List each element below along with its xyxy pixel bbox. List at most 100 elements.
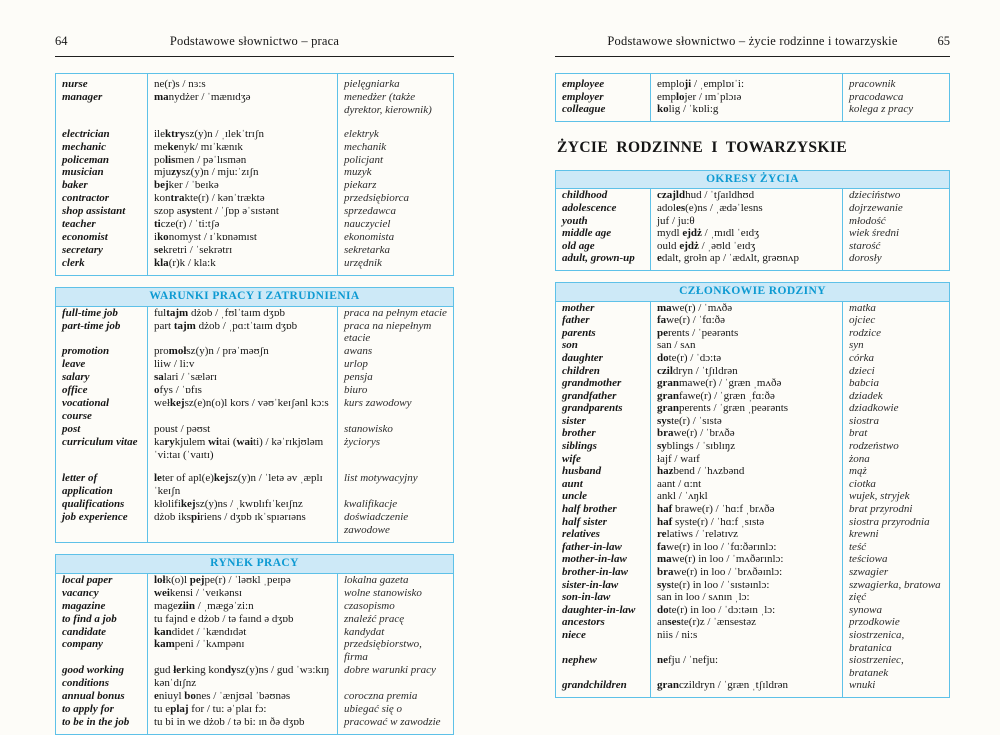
en-word: sister-in-law xyxy=(556,578,651,592)
vocab-tables-left: nurse ne(r)s / nɜ:s pielęgniarka manager man… xyxy=(55,73,454,735)
translation: urlop xyxy=(344,358,368,371)
table-row: shop assistant szop asystent / ˈʃɒp əˈsɪs… xyxy=(56,205,453,219)
translation: wujek, stryjek xyxy=(849,490,910,503)
pronunciation: nefju / ˈnefju: xyxy=(651,654,843,680)
pronunciation: kandidet / ˈkændɪdət xyxy=(148,625,338,639)
en-word: middle age xyxy=(556,227,651,240)
pronunciation: granczildryn / ˈgræn ˌtʃɪldrən xyxy=(651,679,843,697)
pronunciation: relatiws / ˈrelətɪvz xyxy=(651,528,843,541)
translation: córka xyxy=(849,351,875,364)
translation: kandydat xyxy=(344,625,385,638)
en-word: policeman xyxy=(56,153,148,167)
en-word: good working conditions xyxy=(56,664,148,691)
pronunciation: granperents / ˈgræn ˌpeərənts xyxy=(651,402,843,415)
translation: starość xyxy=(849,239,881,252)
translation: dziadkowie xyxy=(849,402,899,415)
en-word: nurse xyxy=(56,74,148,91)
en-word: father xyxy=(556,314,651,327)
pronunciation: szop asystent / ˈʃɒp əˈsɪstənt xyxy=(148,205,338,219)
pronunciation: ofys / ˈɒfɪs xyxy=(148,384,338,397)
table-row: company kampeni / ˈkʌmpənɪ przedsiębiorstw… xyxy=(56,638,453,665)
translation: kolega z pracy xyxy=(849,103,914,116)
table-row: grandchildren granczildryn / ˈgræn ˌtʃɪld… xyxy=(556,679,949,697)
chapter-heading: ŻYCIE RODZINNE I TOWARZYSKIE xyxy=(557,138,848,156)
pronunciation: edalt, grołn ap / ˈædʌlt, grəʊnʌp xyxy=(651,252,843,270)
en-word: magazine xyxy=(56,599,148,613)
translation: brat xyxy=(849,427,868,440)
pronunciation: brawe(r) / ˈbrʌðə xyxy=(651,427,843,441)
pronunciation: eniuyl bones / ˈænjʊəl ˈbəʊnəs xyxy=(148,690,338,703)
table-row: good working conditions gud łerking kondy… xyxy=(56,664,453,691)
table-row: grandparents granperents / ˈgræn ˌpeərənt… xyxy=(556,402,949,415)
en-word: husband xyxy=(556,465,651,478)
table-row: economist ikonomyst / ɪˈkɒnəmɪst ekonomist… xyxy=(56,230,453,244)
pronunciation: lołk(o)l pejpe(r) / ˈləʊkl ˌpeɪpə xyxy=(148,573,338,587)
table-row: clerk kla(r)k / kla:k urzędnik xyxy=(56,256,453,275)
table-row: magazine mageziin / ˌmægəˈzi:n czasopismo xyxy=(56,599,453,613)
pronunciation: gud łerking kondysz(y)ns / gud ˈwɜ:kɪŋ k… xyxy=(148,664,338,691)
en-word: nephew xyxy=(556,654,651,680)
vocab-table: OKRESY ŻYCIA childhood czajldhud / ˈtʃaɪld… xyxy=(555,169,950,271)
pronunciation: fawe(r) / ˈfɑ:ðə xyxy=(651,314,843,327)
en-word xyxy=(56,461,148,473)
en-word: vacancy xyxy=(56,586,148,600)
pronunciation: haf syste(r) / ˈhɑ:f ˌsɪstə xyxy=(651,515,843,529)
table-row: brother brawe(r) / ˈbrʌðə brat xyxy=(556,427,949,441)
pronunciation: emplojer / ɪmˈplɔɪə xyxy=(651,90,843,104)
running-title-left: Podstawowe słownictwo – praca xyxy=(169,34,340,48)
translation: szwagierka, bratowa xyxy=(849,578,941,591)
en-word: uncle xyxy=(556,490,651,504)
translation: wolne stanowisko xyxy=(344,586,422,599)
translation: stanowisko xyxy=(344,422,393,435)
pronunciation: brawe(r) in loo / ˈbrʌðəɪnlɔ: xyxy=(651,566,843,579)
pronunciation: mekenyk/ mɪˈkænɪk xyxy=(148,140,338,154)
translation: krewni xyxy=(849,528,879,541)
page-right: Podstawowe słownictwo – życie rodzinne i… xyxy=(500,0,1000,712)
translation: przedsiębiorstwo, firma xyxy=(344,638,422,664)
table-row: sister syste(r) / ˈsɪstə siostra xyxy=(556,414,949,428)
en-word: father-in-law xyxy=(556,540,651,554)
pronunciation: ould ejdż / ˌəʊld ˈeɪdʒ xyxy=(651,239,843,253)
translation: elektryk xyxy=(344,127,379,140)
table-row: son-in-law san in loo / sʌnɪn ˌlɔ: zięć xyxy=(556,591,949,604)
translation: policjant xyxy=(344,153,384,166)
en-word: to be in the job xyxy=(56,715,148,734)
running-header-right: Podstawowe słownictwo – życie rodzinne i… xyxy=(555,34,950,49)
table-row: curriculum vitae karykjulem witai (waiti)… xyxy=(56,435,453,462)
translation: sekretarka xyxy=(344,243,391,256)
translation: muzyk xyxy=(344,166,372,179)
en-word: colleague xyxy=(556,103,651,121)
table-row: candidate kandidet / ˈkændɪdət kandydat xyxy=(56,625,453,639)
en-word: son-in-law xyxy=(556,591,651,604)
table-row: brother-in-law brawe(r) in loo / ˈbrʌðəɪn… xyxy=(556,566,949,579)
table-row: father-in-law fawe(r) in loo / ˈfɑ:ðərɪnl… xyxy=(556,540,949,554)
table-row: to apply for tu eplaj for / tu: əˈplaɪ fɔ… xyxy=(56,702,453,716)
en-word: grandchildren xyxy=(556,679,651,697)
table-row: colleague kolig / ˈkɒli:g kolega z pracy xyxy=(556,103,949,121)
translation: siostra xyxy=(849,414,879,427)
book-spread: 64 Podstawowe słownictwo – praca nurse ne… xyxy=(55,0,1000,735)
vocab-table: nurse ne(r)s / nɜ:s pielęgniarka manager man… xyxy=(55,73,454,276)
table-row: policeman polismen / pəˈlɪsmən policjant xyxy=(56,153,453,167)
en-word: employee xyxy=(556,74,651,91)
pronunciation: sekretri / ˈsekrətrɪ xyxy=(148,243,338,257)
en-word: wife xyxy=(556,452,651,466)
vocab-tables-right-top: employee emploji / ˌemplɒɪˈi: pracownik emp… xyxy=(555,73,950,122)
pronunciation: mawe(r) / ˈmʌðə xyxy=(651,301,843,315)
translation: kwalifikacje xyxy=(344,498,398,511)
pronunciation: niis / ni:s xyxy=(651,628,843,655)
table-row: half brother haf brawe(r) / ˈhɑ:f ˌbrʌðə b… xyxy=(556,503,949,516)
pronunciation: tu eplaj for / tu: əˈplaɪ fɔ: xyxy=(148,702,338,716)
table-row: husband hazbend / ˈhʌzbənd mąż xyxy=(556,465,949,478)
pronunciation: wełkejsz(e)n(o)l kors / vəʊˈkeɪʃənl kɔ:s xyxy=(148,396,338,423)
en-word: siblings xyxy=(556,440,651,453)
pronunciation: manydżer / ˈmænɪdʒə xyxy=(148,90,338,117)
pronunciation xyxy=(148,116,338,128)
en-word: vocational course xyxy=(56,396,148,423)
pronunciation: tu bi in we dżob / tə bi: ɪn ðə dʒɒb xyxy=(148,715,338,734)
en-word: local paper xyxy=(56,573,148,587)
en-word: adult, grown-up xyxy=(556,252,651,270)
translation: siostrzenica, bratanica xyxy=(849,628,905,654)
en-word: relatives xyxy=(556,528,651,541)
table-row: nurse ne(r)s / nɜ:s pielęgniarka xyxy=(56,74,453,91)
